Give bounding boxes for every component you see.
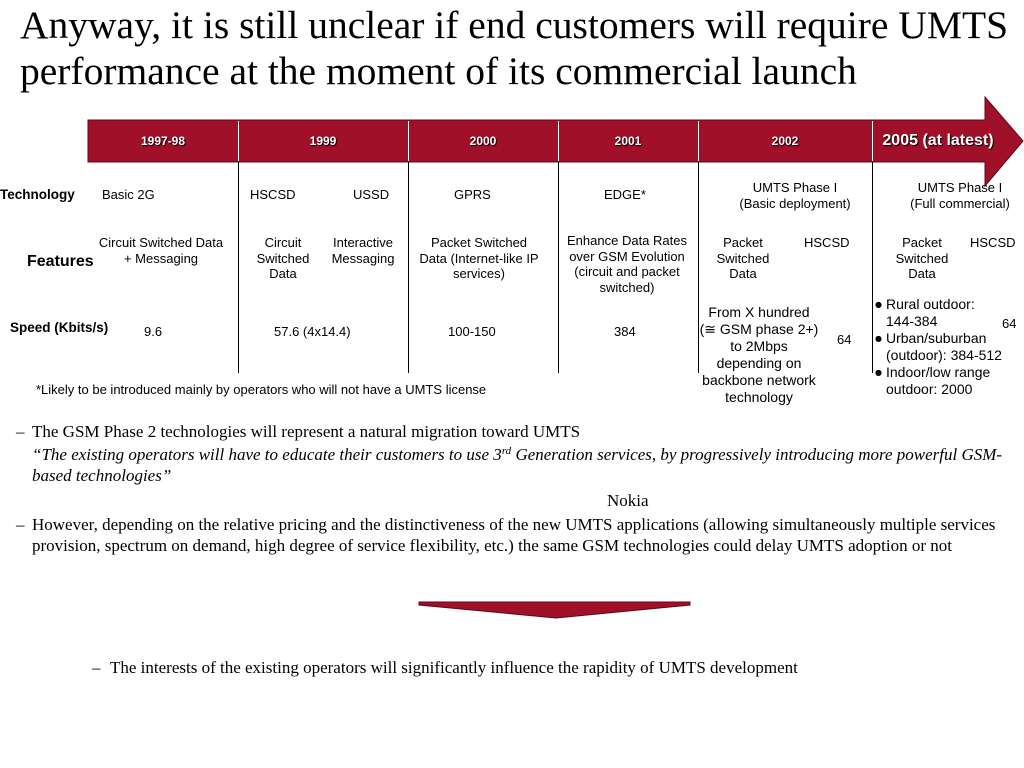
speed-cell-umts-basic: From X hundred (≅ GSM phase 2+) to 2Mbps… [699, 304, 819, 405]
body-point-1: The GSM Phase 2 technologies will repres… [32, 422, 581, 441]
feature-cell-hscsd-2005: HSCSD [970, 235, 1016, 250]
slide-title: Anyway, it is still unclear if end custo… [20, 3, 1009, 93]
feature-cell-hscsd-2002: HSCSD [804, 235, 850, 250]
feature-cell-packet-switched-2005: Packet Switched Data [895, 235, 949, 281]
tech-cell-basic-2g: Basic 2G [102, 187, 155, 202]
timeline-arrow [87, 95, 1024, 188]
tech-cell-gprs: GPRS [454, 187, 491, 202]
body-point-2: However, depending on the relative prici… [32, 515, 996, 555]
speed-bullet-item: ● Urban/suburban (outdoor): 384-512 [875, 330, 1005, 364]
feature-cell-circuit-messaging: Circuit Switched Data + Messaging [98, 235, 224, 266]
dash-bullet: – [16, 515, 25, 534]
footnote: *Likely to be introduced mainly by opera… [36, 382, 487, 397]
tech-cell-umts-full: UMTS Phase I (Full commercial) [910, 180, 1010, 211]
speed-bullet-text: Rural outdoor: 144-384 [886, 295, 975, 329]
period-label-2001: 2001 [614, 134, 642, 148]
period-label-2002: 2002 [771, 134, 799, 148]
quote-source: Nokia [607, 491, 649, 510]
period-label-2005: 2005 (at latest) [882, 132, 994, 149]
speed-bullet-text: Urban/suburban (outdoor): 384-512 [886, 329, 1002, 363]
feature-cell-circuit-switched: Circuit Switched Data [256, 235, 310, 281]
speed-cell-hscsd-2005: 64 [1002, 316, 1017, 331]
period-label-2000: 2000 [469, 134, 497, 148]
speed-bullet-text: Indoor/low range outdoor: 2000 [886, 363, 991, 397]
dash-bullet: – [92, 658, 101, 677]
conclusion: The interests of the existing operators … [110, 658, 798, 677]
speed-cell-basic-2g: 9.6 [144, 324, 163, 339]
tech-cell-hscsd: HSCSD [250, 187, 296, 202]
tech-cell-ussd: USSD [353, 187, 390, 202]
quote-text-end: Generation services, by progressively in… [32, 445, 1003, 485]
period-label-1999: 1999 [309, 134, 337, 148]
speed-cell-edge: 384 [614, 324, 636, 339]
down-arrow-icon [418, 601, 691, 619]
row-label-technology: Technology [0, 187, 75, 202]
quote: “The existing operators will have to edu… [32, 444, 1016, 486]
dash-bullet: – [16, 422, 25, 441]
row-label-features: Features [27, 253, 94, 270]
tech-cell-edge: EDGE* [604, 187, 646, 202]
feature-cell-packet-switched-2002: Packet Switched Data [716, 235, 770, 281]
speed-bullet-item: ● Rural outdoor: 144-384 [875, 296, 1005, 330]
quote-text-start: “The existing operators will have to edu… [32, 445, 502, 464]
quote-superscript: rd [501, 445, 512, 457]
column-dividers [238, 162, 873, 373]
feature-cell-packet-switched-ip: Packet Switched Data (Internet-like IP s… [419, 235, 539, 281]
speed-bullet-item: ● Indoor/low range outdoor: 2000 [875, 364, 1005, 398]
period-label-1997-98: 1997-98 [140, 134, 186, 148]
feature-cell-interactive-messaging: Interactive Messaging [331, 235, 395, 266]
speed-cell-hscsd: 57.6 (4x14.4) [274, 324, 351, 339]
speed-cell-hscsd-2002: 64 [837, 332, 852, 347]
feature-cell-edge: Enhance Data Rates over GSM Evolution (c… [567, 233, 687, 295]
bullet-icon: ● [875, 367, 882, 377]
bullet-icon: ● [875, 333, 882, 343]
row-label-speed: Speed (Kbits/s) [10, 320, 109, 335]
bullet-icon: ● [875, 299, 882, 309]
tech-cell-umts-basic: UMTS Phase I (Basic deployment) [739, 180, 851, 211]
speed-cell-gprs: 100-150 [448, 324, 496, 339]
period-dividers [238, 121, 873, 161]
speed-cell-umts-full: ● Rural outdoor: 144-384 ● Urban/suburba… [875, 296, 1005, 398]
